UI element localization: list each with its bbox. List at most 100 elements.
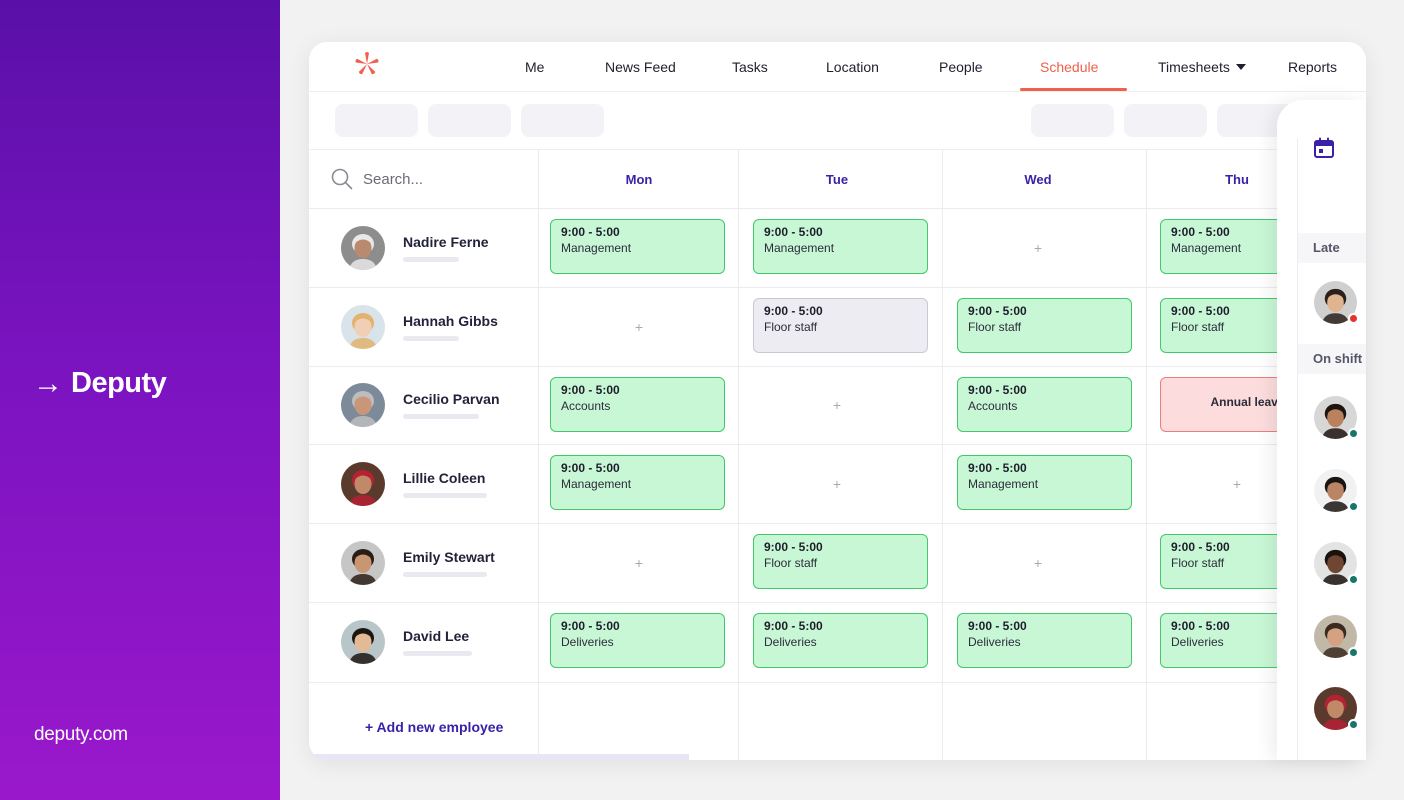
brand-logo: → Deputy (33, 366, 167, 400)
employee-row[interactable]: Cecilio Parvan (341, 383, 500, 427)
add-shift-button[interactable]: + (1033, 554, 1043, 571)
toolbar-button-3[interactable] (521, 104, 604, 137)
shift-role: Deliveries (764, 635, 817, 649)
avatar (341, 461, 385, 506)
nav-people[interactable]: People (939, 59, 983, 75)
shift-block[interactable]: 9:00 - 5:00 Management (550, 219, 725, 274)
employee-name[interactable]: Emily Stewart (403, 548, 495, 565)
on-shift-employee-avatar[interactable] (1314, 687, 1359, 730)
top-nav: Me News Feed Tasks Location People Schedule Ti… (309, 42, 1366, 92)
shift-role: Management (561, 241, 632, 255)
brand-panel: → Deputy deputy.com (0, 0, 280, 800)
bottom-accent (309, 754, 689, 760)
employee-name[interactable]: Hannah Gibbs (403, 312, 498, 329)
status-dot-icon (1348, 428, 1359, 439)
shift-time: 9:00 - 5:00 (764, 304, 823, 318)
shift-role: Floor staff (764, 556, 818, 570)
nav-tasks[interactable]: Tasks (732, 59, 768, 75)
shift-block[interactable]: 9:00 - 5:00 Accounts (957, 377, 1132, 432)
nav-location[interactable]: Location (826, 59, 879, 75)
status-dot-icon (1348, 501, 1359, 512)
on-shift-employee-avatar[interactable] (1314, 615, 1359, 658)
shift-time: 9:00 - 5:00 (561, 461, 620, 475)
shift-role: Floor staff (764, 320, 818, 334)
employee-name[interactable]: David Lee (403, 628, 470, 644)
employee-name[interactable]: Cecilio Parvan (403, 391, 500, 407)
shift-block[interactable]: 9:00 - 5:00 Deliveries (550, 613, 725, 668)
employee-subtitle-placeholder (403, 256, 459, 262)
shift-role: Deliveries (561, 635, 614, 649)
employee-name[interactable]: Lillie Coleen (403, 469, 486, 486)
shift-time: 9:00 - 5:00 (968, 383, 1027, 397)
avatar (341, 383, 385, 427)
shift-role: Management (1171, 241, 1242, 255)
toolbar (309, 92, 1366, 150)
employee-row[interactable]: Lillie Coleen (341, 461, 487, 506)
attendance-panel: Late On shift (1277, 100, 1366, 760)
shift-role: Management (561, 477, 632, 491)
arrow-right-icon: → (33, 366, 63, 400)
day-header-mon: Mon (625, 172, 653, 187)
employee-subtitle-placeholder (403, 335, 459, 341)
add-shift-button[interactable]: + (1232, 475, 1242, 492)
toolbar-button-1[interactable] (335, 104, 418, 137)
late-employee-avatar[interactable] (1314, 281, 1359, 324)
add-employee-link[interactable]: + Add new employee (365, 719, 504, 735)
shift-time: 9:00 - 5:00 (561, 619, 620, 633)
shift-block[interactable]: 9:00 - 5:00 Floor staff (957, 298, 1132, 353)
shift-time: 9:00 - 5:00 (764, 619, 823, 633)
employee-name[interactable]: Nadire Ferne (403, 233, 489, 250)
day-header-thu: Thu (1225, 172, 1249, 187)
add-shift-button[interactable]: + (832, 397, 842, 413)
shift-block[interactable]: 9:00 - 5:00 Management (753, 219, 928, 274)
on-shift-employee-avatar[interactable] (1314, 469, 1359, 512)
employee-row[interactable]: Nadire Ferne (341, 225, 489, 270)
deputy-logo-icon[interactable] (353, 50, 381, 78)
status-dot-icon (1348, 647, 1359, 658)
employee-row[interactable]: Hannah Gibbs (341, 304, 498, 349)
search-box[interactable]: Search... (331, 168, 423, 190)
avatar (341, 540, 385, 585)
add-shift-button[interactable]: + (634, 554, 644, 571)
search-input[interactable]: Search... (363, 170, 424, 188)
shift-time: 9:00 - 5:00 (1171, 225, 1230, 239)
shift-time: 9:00 - 5:00 (764, 225, 823, 239)
avatar (341, 304, 385, 349)
nav-active-indicator (1020, 88, 1127, 91)
shift-time: 9:00 - 5:00 (764, 540, 823, 554)
on-shift-employee-avatar[interactable] (1314, 396, 1359, 439)
app-window: Me News Feed Tasks Location People Schedule Ti… (309, 42, 1366, 760)
shift-block[interactable]: 9:00 - 5:00 Floor staff (753, 298, 928, 353)
add-shift-button[interactable]: + (832, 475, 842, 492)
schedule-grid: Search... + Add new employee Mon Tue Wed Th… (309, 150, 1366, 760)
shift-block[interactable]: 9:00 - 5:00 Management (957, 455, 1132, 510)
nav-reports[interactable]: Reports (1288, 59, 1338, 75)
search-icon (331, 168, 353, 190)
calendar-icon[interactable] (1313, 137, 1335, 159)
shift-block[interactable]: 9:00 - 5:00 Management (550, 455, 725, 510)
shift-role: Deliveries (1171, 635, 1224, 649)
shift-block[interactable]: 9:00 - 5:00 Deliveries (957, 613, 1132, 668)
toolbar-button-4[interactable] (1031, 104, 1114, 137)
shift-block[interactable]: 9:00 - 5:00 Deliveries (753, 613, 928, 668)
nav-schedule[interactable]: Schedule (1040, 59, 1099, 75)
toolbar-button-5[interactable] (1124, 104, 1207, 137)
nav-news-feed[interactable]: News Feed (605, 59, 676, 75)
shift-time: 9:00 - 5:00 (1171, 619, 1230, 633)
nav-me[interactable]: Me (525, 59, 545, 75)
on-shift-employee-avatar[interactable] (1314, 542, 1359, 585)
status-dot-icon (1348, 313, 1359, 324)
shift-role: Management (968, 477, 1039, 491)
nav-timesheets[interactable]: Timesheets (1158, 59, 1246, 75)
shift-time: 9:00 - 5:00 (968, 461, 1027, 475)
shift-time: 9:00 - 5:00 (968, 304, 1027, 318)
day-header-wed: Wed (1024, 172, 1052, 187)
shift-block[interactable]: 9:00 - 5:00 Accounts (550, 377, 725, 432)
employee-row[interactable]: David Lee (341, 620, 472, 664)
shift-block[interactable]: 9:00 - 5:00 Floor staff (753, 534, 928, 589)
add-shift-button[interactable]: + (1033, 239, 1043, 256)
toolbar-button-2[interactable] (428, 104, 511, 137)
employee-row[interactable]: Emily Stewart (341, 540, 495, 585)
add-shift-button[interactable]: + (634, 318, 644, 335)
day-header-tue: Tue (825, 172, 849, 187)
